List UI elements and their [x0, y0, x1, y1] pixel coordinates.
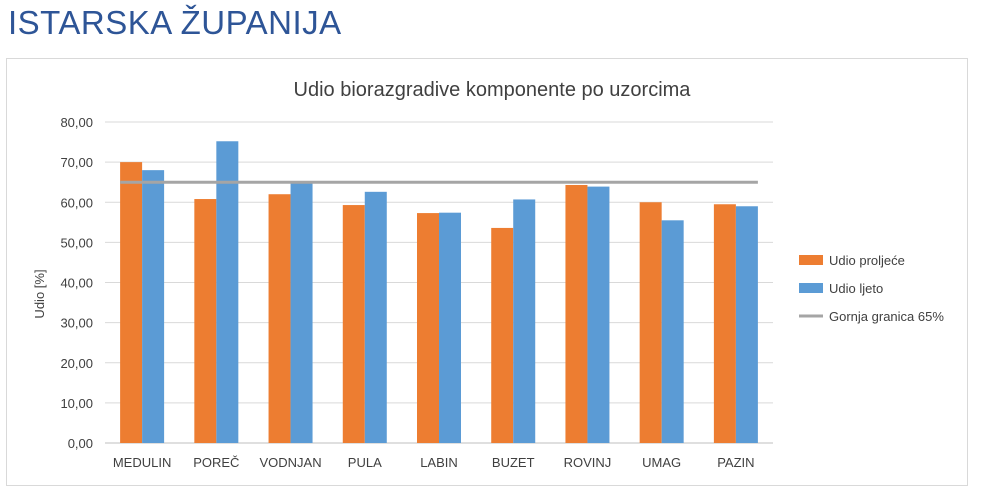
x-tick-label: LABIN: [420, 455, 458, 470]
legend: Udio proljeće Udio ljeto Gornja granica 65…: [799, 253, 944, 324]
legend-label: Udio ljeto: [829, 281, 883, 296]
page-title: ISTARSKA ŽUPANIJA: [8, 4, 342, 41]
legend-swatch: [799, 255, 823, 265]
bar-summer-poreč: [216, 141, 239, 443]
legend-label: Udio proljeće: [829, 253, 905, 268]
legend-swatch: [799, 283, 823, 293]
bar-summer-umag: [661, 220, 684, 443]
legend-label: Gornja granica 65%: [829, 309, 944, 324]
bar-spring-poreč: [194, 199, 217, 443]
bars: [120, 141, 758, 443]
bar-spring-vodnjan: [268, 194, 291, 443]
y-tick-label: 0,00: [68, 436, 93, 451]
x-axis-ticks: MEDULIN POREČ VODNJAN PULA LABIN BUZET ROVINJ U…: [113, 455, 755, 470]
x-tick-label: ROVINJ: [564, 455, 612, 470]
y-tick-label: 30,00: [60, 316, 93, 331]
bar-spring-rovinj: [565, 184, 588, 443]
bar-summer-vodnjan: [290, 182, 313, 443]
x-tick-label: PAZIN: [717, 455, 754, 470]
bar-summer-pazin: [735, 206, 758, 443]
y-tick-label: 50,00: [60, 235, 93, 250]
bar-summer-pula: [364, 191, 387, 443]
x-tick-label: BUZET: [492, 455, 535, 470]
x-tick-label: PULA: [348, 455, 382, 470]
y-tick-label: 60,00: [60, 195, 93, 210]
bar-spring-pazin: [713, 204, 736, 443]
bar-summer-buzet: [513, 199, 536, 443]
x-tick-label: VODNJAN: [259, 455, 321, 470]
y-tick-label: 40,00: [60, 276, 93, 291]
chart-frame: Udio biorazgradive komponente po uzorcim…: [6, 58, 968, 486]
bar-summer-medulin: [142, 170, 165, 443]
y-tick-label: 10,00: [60, 396, 93, 411]
bar-spring-umag: [639, 202, 662, 443]
y-axis-label: Udio [%]: [32, 269, 47, 318]
y-axis-ticks: 0,00 10,00 20,00 30,00 40,00 50,00 60,00 70,00 8…: [60, 115, 93, 451]
chart-svg: Udio biorazgradive komponente po uzorcim…: [32, 79, 944, 470]
chart-title: Udio biorazgradive komponente po uzorcim…: [294, 79, 692, 101]
y-tick-label: 70,00: [60, 155, 93, 170]
bar-spring-labin: [417, 213, 439, 443]
y-tick-label: 20,00: [60, 356, 93, 371]
x-tick-label: UMAG: [642, 455, 681, 470]
bar-summer-rovinj: [587, 186, 610, 443]
bar-spring-medulin: [120, 162, 143, 443]
x-tick-label: POREČ: [193, 455, 239, 470]
bar-spring-pula: [342, 205, 365, 443]
bar-spring-buzet: [491, 227, 514, 443]
x-tick-label: MEDULIN: [113, 455, 172, 470]
bar-summer-labin: [439, 212, 461, 443]
y-tick-label: 80,00: [60, 115, 93, 130]
